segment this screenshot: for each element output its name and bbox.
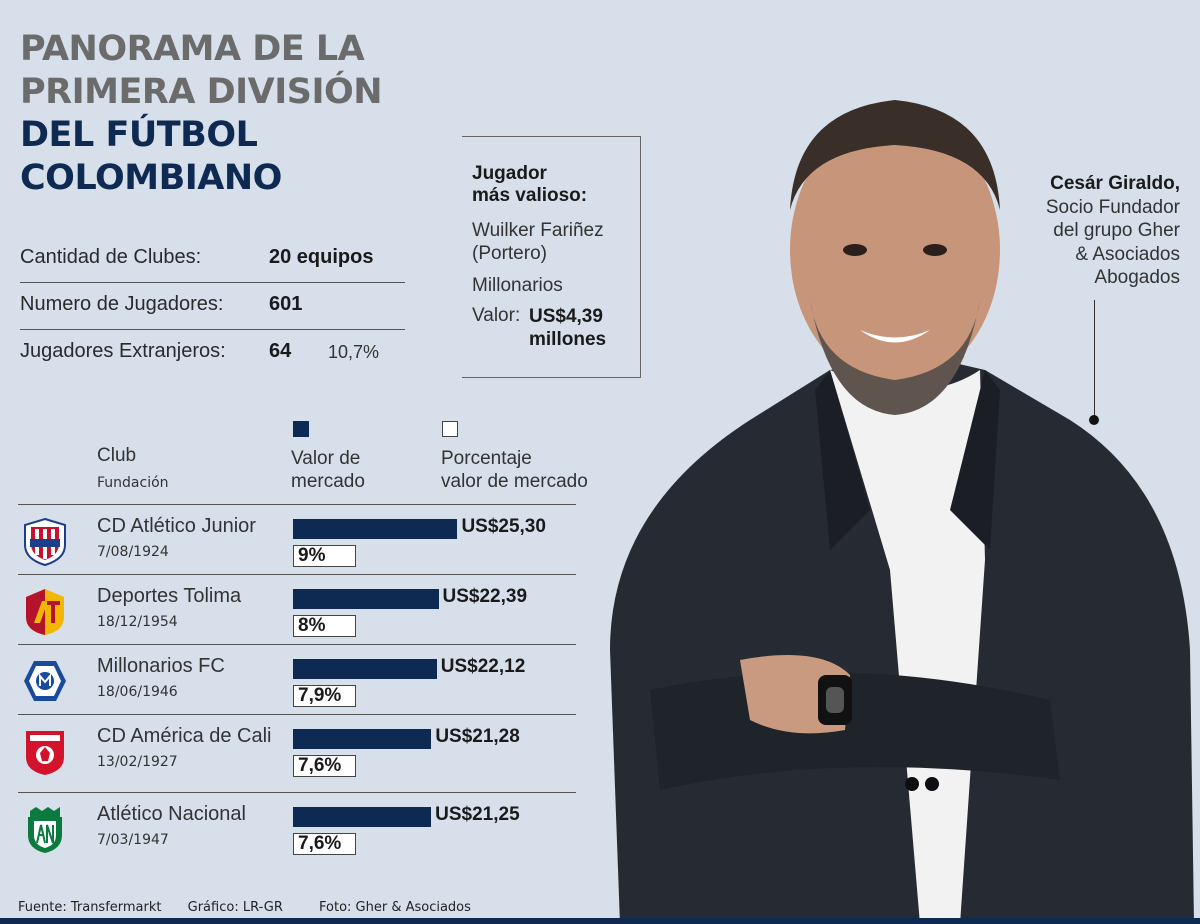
value-label: US$21,25 [435,804,520,825]
stats-table: Cantidad de Clubes: 20 equipos Numero de… [20,236,405,376]
club-name: Deportes Tolima [97,585,242,607]
bottom-rule [0,918,1200,924]
page-title: PANORAMA DE LA PRIMERA DIVISIÓN DEL FÚTB… [20,28,440,200]
title-line-4: COLOMBIANO [20,158,282,198]
mvp-heading-line: Jugador [472,163,547,184]
value-bar [293,807,432,827]
value-label: US$21,28 [435,726,520,747]
stat-row: Cantidad de Clubes: 20 equipos [20,236,405,283]
stat-label: Cantidad de Clubes: [20,246,202,268]
person-name: Cesár Giraldo, [1050,173,1180,194]
mvp-player-position: (Portero) [472,243,547,264]
person-title-line: Abogados [1094,267,1180,288]
value-bar [293,729,432,749]
stat-label: Numero de Jugadores: [20,293,224,315]
club-row: Millonarios FC 18/06/1946 US$22,12 7,9% [18,644,576,715]
club-founded: 18/06/1946 [97,684,178,700]
person-photo [610,100,1194,924]
junior-crest-icon [24,517,66,567]
club-name: Atlético Nacional [97,803,246,825]
club-founded: 18/12/1954 [97,614,178,630]
club-founded: 13/02/1927 [97,754,178,770]
footer-photo: Foto: Gher & Asociados [319,900,471,915]
title-line-2: PRIMERA DIVISIÓN [20,72,383,112]
club-name: Millonarios FC [97,655,225,677]
header-porcentaje: Porcentaje valor de mercado [441,447,588,493]
title-line-3: DEL FÚTBOL [20,115,258,155]
stat-value: 64 [269,340,292,362]
tolima-crest-icon [26,589,64,635]
person-title-line: del grupo Gher [1053,220,1180,241]
value-bar [293,589,439,609]
caption-leader-dot [1089,415,1099,425]
value-bar [293,519,458,539]
stat-row: Numero de Jugadores: 601 [20,283,405,330]
stat-value: 601 [269,293,303,315]
percent-box: 7,6% [293,833,356,855]
nacional-crest-icon [28,807,62,853]
person-title-line: Socio Fundador [1045,196,1180,218]
person-caption: Cesár Giraldo, Socio Fundador del grupo … [1046,172,1180,290]
value-bar [293,659,437,679]
footer-graphic: Gráfico: LR-GR [187,900,283,915]
stat-label: Jugadores Extranjeros: [20,340,226,362]
caption-leader-line [1094,300,1095,418]
club-row: CD América de Cali 13/02/1927 US$21,28 7… [18,714,576,785]
stat-percent: 10,7% [328,342,380,362]
title-line-1: PANORAMA DE LA [20,29,365,69]
mvp-player-name: Wuilker Fariñez [472,220,604,241]
legend-swatch-value [293,421,309,437]
header-valor-line: mercado [291,471,365,492]
footer-source: Fuente: Transfermarkt [18,900,162,915]
value-label: US$22,12 [440,656,526,677]
mvp-value: US$4,39 millones [529,305,606,351]
club-founded: 7/03/1947 [97,832,169,848]
percent-box: 9% [293,545,356,567]
mvp-box: Jugador más valioso: Wuilker Fariñez (Po… [462,136,641,378]
club-name: CD América de Cali [97,725,272,747]
club-row: Atlético Nacional 7/03/1947 US$21,25 7,6… [18,792,576,863]
club-row: CD Atlético Junior 7/08/1924 US$25,30 9% [18,504,576,575]
mvp-value-label: Valor: [472,305,521,326]
header-club: Club [97,445,137,466]
mvp-value-unit: millones [529,329,607,350]
mvp-player: Wuilker Fariñez (Portero) [472,219,604,265]
percent-box: 8% [293,615,356,637]
club-founded: 7/08/1924 [97,544,169,560]
mvp-heading: Jugador más valioso: [472,163,587,207]
percent-box: 7,6% [293,755,356,777]
america-crest-icon [26,731,64,775]
header-porcentaje-line: valor de mercado [441,471,588,492]
value-label: US$25,30 [461,516,546,537]
header-fundacion: Fundación [97,475,169,491]
person-title-line: & Asociados [1075,243,1180,265]
mvp-heading-line: más valioso: [472,185,588,206]
mvp-value-amount: US$4,39 [529,306,603,327]
header-valor: Valor de mercado [291,447,365,493]
millonarios-crest-icon [24,661,66,701]
value-label: US$22,39 [442,586,528,607]
club-row: Deportes Tolima 18/12/1954 US$22,39 8% [18,574,576,645]
header-porcentaje-line: Porcentaje [441,448,532,469]
stat-value: 20 equipos [269,246,374,268]
mvp-club: Millonarios [472,275,563,296]
stat-row: Jugadores Extranjeros: 64 10,7% [20,330,405,376]
header-valor-line: Valor de [291,448,361,469]
legend-swatch-percent [442,421,458,437]
footer-credits: Fuente: Transfermarkt Gráfico: LR-GR Fot… [18,900,471,915]
percent-box: 7,9% [293,685,356,707]
club-name: CD Atlético Junior [97,515,256,537]
